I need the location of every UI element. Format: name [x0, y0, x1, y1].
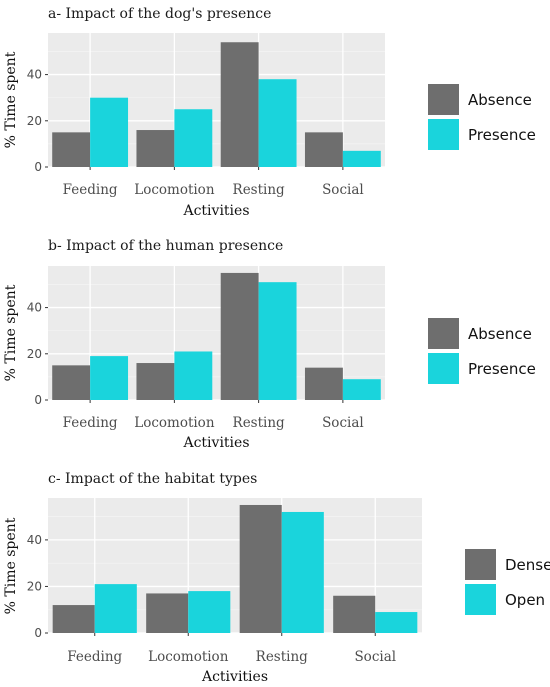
legend-key-presence	[428, 119, 459, 150]
legend-key-absence	[428, 84, 459, 115]
bar-presence-resting	[258, 282, 297, 400]
bar-absence-social	[304, 132, 343, 167]
legend-label-dense: Dense	[505, 556, 550, 574]
bar-presence-social	[342, 150, 381, 167]
bar-dense-resting	[239, 504, 282, 633]
y-tick-label: 20	[27, 579, 42, 593]
bar-presence-resting	[258, 79, 297, 167]
legend-label-presence: Presence	[468, 126, 536, 144]
bar-presence-locomotion	[174, 109, 213, 167]
x-tick-label: Resting	[256, 649, 309, 665]
x-tick-label: Resting	[233, 182, 286, 198]
y-axis-title: % Time spent	[3, 284, 19, 381]
bar-absence-social	[304, 367, 343, 400]
x-tick-label: Social	[322, 415, 364, 431]
chart-title: a- Impact of the dog's presence	[48, 6, 271, 22]
y-tick-label: 0	[34, 626, 42, 640]
bar-dense-locomotion	[146, 593, 189, 633]
chart-panel-c: c- Impact of the habitat types 0 20 40 Feedi…	[3, 471, 550, 685]
bar-open-locomotion	[188, 591, 231, 633]
bar-presence-social	[342, 379, 381, 400]
x-tick-label: Social	[322, 182, 364, 198]
x-tick-label: Feeding	[63, 415, 118, 431]
bar-dense-feeding	[52, 605, 95, 633]
x-tick-label: Feeding	[67, 649, 122, 665]
y-tick-label: 0	[34, 160, 42, 174]
legend-label-absence: Absence	[468, 325, 532, 343]
bar-open-resting	[281, 511, 324, 633]
bar-absence-resting	[220, 42, 259, 167]
legend-label-absence: Absence	[468, 91, 532, 109]
bar-absence-feeding	[52, 365, 91, 400]
y-tick-label: 0	[34, 393, 42, 407]
chart-panel-b: b- Impact of the human presence 0 20 40 Feed…	[3, 238, 536, 451]
y-tick-label: 40	[27, 301, 42, 315]
x-tick-label: Locomotion	[148, 649, 229, 665]
chart-panel-a: a- Impact of the dog's presence 0 20 40 Feed…	[3, 6, 536, 219]
x-tick-label: Social	[354, 649, 396, 665]
x-axis-title: Activities	[182, 435, 249, 451]
x-tick-label: Locomotion	[134, 415, 215, 431]
bar-open-social	[375, 612, 418, 633]
legend-key-dense	[465, 549, 496, 580]
bar-open-feeding	[94, 584, 137, 633]
bar-absence-resting	[220, 272, 259, 400]
chart-title: b- Impact of the human presence	[48, 238, 283, 254]
legend-key-open	[465, 584, 496, 615]
y-tick-label: 20	[27, 347, 42, 361]
bar-absence-locomotion	[136, 363, 175, 400]
legend-key-presence	[428, 353, 459, 384]
chart-title: c- Impact of the habitat types	[48, 471, 257, 487]
bar-presence-locomotion	[174, 351, 213, 400]
bar-absence-locomotion	[136, 130, 175, 167]
x-tick-label: Feeding	[63, 182, 118, 198]
x-axis-title: Activities	[201, 669, 268, 685]
bar-dense-social	[333, 595, 376, 633]
bar-presence-feeding	[90, 356, 129, 400]
legend-label-open: Open	[505, 591, 545, 609]
y-tick-label: 40	[27, 533, 42, 547]
bar-presence-feeding	[90, 97, 129, 167]
legend-key-absence	[428, 318, 459, 349]
y-axis-title: % Time spent	[3, 517, 19, 614]
y-tick-label: 20	[27, 114, 42, 128]
x-tick-label: Locomotion	[134, 182, 215, 198]
x-tick-label: Resting	[233, 415, 286, 431]
x-axis-title: Activities	[182, 203, 249, 219]
y-tick-label: 40	[27, 68, 42, 82]
y-axis-title: % Time spent	[3, 51, 19, 148]
legend-label-presence: Presence	[468, 360, 536, 378]
bar-absence-feeding	[52, 132, 91, 167]
